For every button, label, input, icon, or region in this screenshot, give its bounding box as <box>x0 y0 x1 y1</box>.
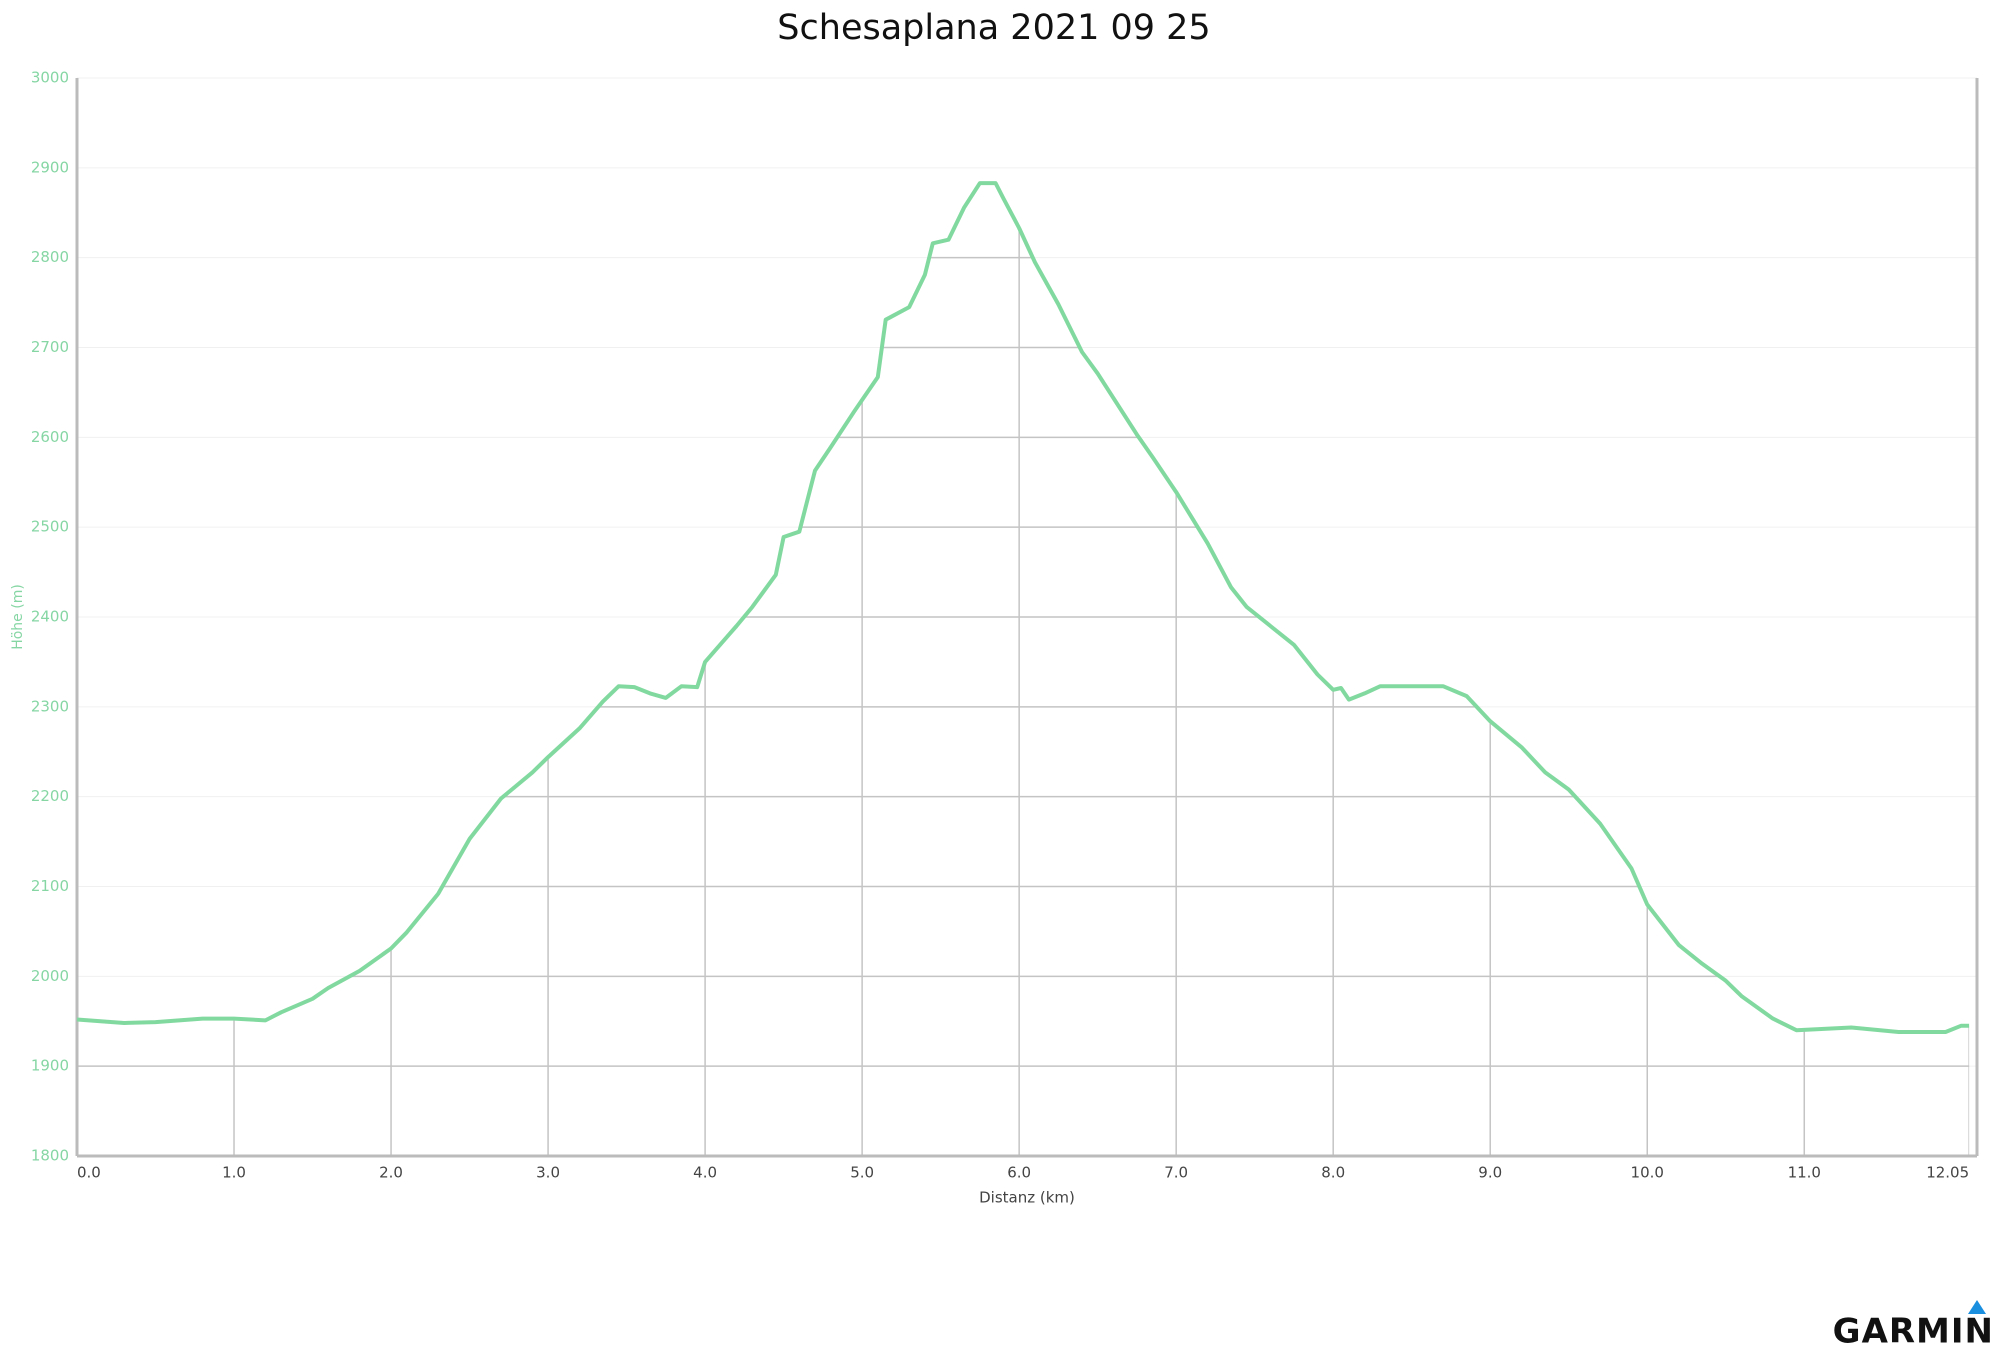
y-tick-label: 2600 <box>31 428 69 446</box>
x-tick-label: 1.0 <box>222 1164 246 1182</box>
y-tick-label: 2200 <box>31 787 69 805</box>
logo: GARMIN <box>1833 1300 1994 1346</box>
x-tick-label: 0.0 <box>77 1164 101 1182</box>
y-tick-label: 2900 <box>31 158 69 176</box>
x-tick-label: 10.0 <box>1631 1164 1664 1182</box>
x-tick-label: 5.0 <box>850 1164 874 1182</box>
x-tick-label: 3.0 <box>536 1164 560 1182</box>
x-tick-label: 7.0 <box>1164 1164 1188 1182</box>
x-tick-label: 2.0 <box>379 1164 403 1182</box>
x-tick-label: 8.0 <box>1321 1164 1345 1182</box>
x-tick-label: 9.0 <box>1478 1164 1502 1182</box>
y-tick-label: 1800 <box>31 1147 69 1165</box>
y-tick-label: 2300 <box>31 697 69 715</box>
x-tick-label: 4.0 <box>693 1164 717 1182</box>
x-axis-label: Distanz (km) <box>979 1189 1075 1207</box>
y-tick-label: 3000 <box>31 69 69 87</box>
y-tick-label: 1900 <box>31 1057 69 1075</box>
x-tick-label: 6.0 <box>1007 1164 1031 1182</box>
x-tick-label: 12.05 <box>1926 1164 1969 1182</box>
logo-text: GARMIN <box>1833 1312 1994 1346</box>
y-tick-label: 2100 <box>31 877 69 895</box>
y-tick-label: 2400 <box>31 608 69 626</box>
y-tick-label: 2800 <box>31 248 69 266</box>
x-tick-label: 11.0 <box>1788 1164 1821 1182</box>
y-tick-label: 2500 <box>31 518 69 536</box>
y-tick-label: 2700 <box>31 338 69 356</box>
chart-title: Schesaplana 2021 09 25 <box>777 8 1210 48</box>
y-tick-label: 2000 <box>31 967 69 985</box>
elevation-line <box>76 181 1970 1034</box>
logo-triangle <box>1968 1300 1986 1314</box>
y-axis-label: Höhe (m) <box>10 584 26 650</box>
